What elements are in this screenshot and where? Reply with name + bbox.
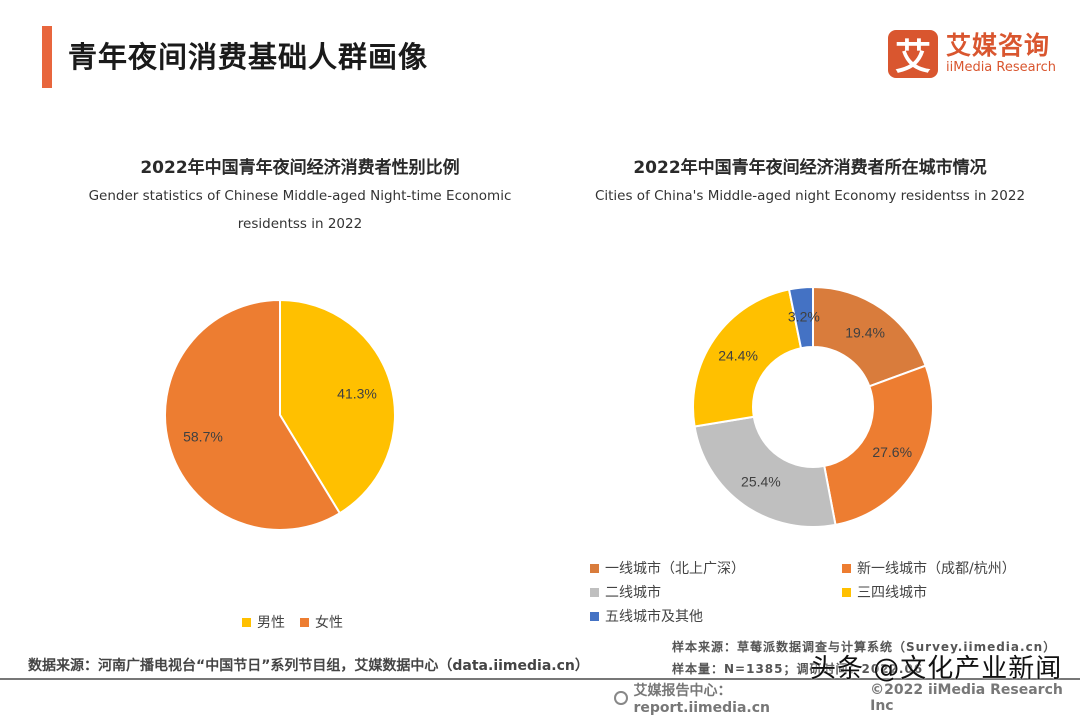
city-donut-data-label: 3.2% bbox=[788, 308, 820, 324]
gender-pie-data-label: 58.7% bbox=[183, 429, 223, 445]
gender-chart-subtitle-2: residentss in 2022 bbox=[237, 216, 363, 232]
gender-pie-slice bbox=[164, 298, 342, 531]
city-donut-slice bbox=[693, 415, 837, 528]
title-accent-bar bbox=[42, 26, 52, 88]
footer-divider bbox=[0, 678, 1080, 680]
page-title: 青年夜间消费基础人群画像 bbox=[68, 40, 429, 74]
globe-icon bbox=[614, 691, 628, 705]
legend-label: 新一线城市（成都/杭州） bbox=[857, 561, 1016, 577]
city-donut-slice bbox=[823, 364, 934, 527]
city-legend-item: 一线城市（北上广深） bbox=[590, 558, 745, 578]
city-chart-subtitle: Cities of China's Middle-aged night Econ… bbox=[594, 188, 1026, 204]
legend-label: 女性 bbox=[315, 615, 343, 631]
gender-chart-title: 2022年中国青年夜间经济消费者性别比例 bbox=[140, 158, 460, 178]
city-chart-title: 2022年中国青年夜间经济消费者所在城市情况 bbox=[633, 158, 987, 178]
city-legend-item: 二线城市 bbox=[590, 582, 661, 602]
city-legend: 一线城市（北上广深） 新一线城市（成都/杭州） 二线城市 三四线城市五线城市及其他 bbox=[590, 558, 1060, 630]
city-legend-item: 五线城市及其他 bbox=[590, 606, 703, 626]
logo-cn-text: 艾媒咨询 bbox=[946, 31, 1051, 60]
city-donut-data-label: 24.4% bbox=[718, 347, 758, 363]
gender-pie-data-label: 41.3% bbox=[337, 385, 377, 401]
legend-swatch-icon bbox=[300, 617, 309, 627]
iimedia-logo: 艾 艾媒咨询 iiMedia Research bbox=[888, 30, 1056, 78]
city-donut-chart: 19.4% 27.6% 25.4% 24.4% 3.2% bbox=[692, 285, 934, 528]
city-legend-item: 三四线城市 bbox=[842, 582, 927, 602]
city-donut-data-label: 19.4% bbox=[845, 324, 885, 340]
sample-source-note: 样本来源：草莓派数据调查与计算系统（Survey.iimedia.cn） bbox=[672, 640, 1057, 654]
legend-swatch-icon bbox=[842, 587, 851, 597]
gender-pie-chart: 41.3% 58.7% bbox=[164, 298, 396, 531]
gender-legend-item: 男性 bbox=[242, 612, 285, 632]
legend-label: 男性 bbox=[257, 615, 285, 631]
city-donut-slice bbox=[787, 285, 814, 350]
gender-legend-item: 女性 bbox=[300, 612, 343, 632]
gender-pie-slice bbox=[279, 298, 396, 515]
city-donut-data-label: 27.6% bbox=[872, 444, 912, 460]
copyright-text: ©2022 iiMedia Research Inc bbox=[870, 682, 1063, 714]
legend-label: 五线城市及其他 bbox=[605, 609, 703, 625]
legend-label: 一线城市（北上广深） bbox=[605, 561, 745, 577]
city-legend-item: 新一线城市（成都/杭州） bbox=[842, 558, 1016, 578]
legend-swatch-icon bbox=[590, 587, 599, 597]
gender-chart-subtitle-1: Gender statistics of Chinese Middle-aged… bbox=[88, 188, 512, 204]
logo-en-text: iiMedia Research bbox=[946, 60, 1057, 75]
city-donut-slice bbox=[812, 285, 927, 388]
city-donut-data-label: 25.4% bbox=[741, 474, 781, 490]
watermark-text: 头条 @文化产业新闻 bbox=[810, 654, 1063, 684]
report-center-footer: 艾媒报告中心：report.iimedia.cn ©2022 iiMedia R… bbox=[614, 680, 1080, 716]
legend-swatch-icon bbox=[590, 611, 599, 621]
gender-legend: 男性 女性 bbox=[242, 612, 382, 632]
legend-swatch-icon bbox=[242, 617, 251, 627]
legend-label: 二线城市 bbox=[605, 585, 661, 601]
legend-swatch-icon bbox=[842, 563, 851, 573]
data-source-note: 数据来源：河南广播电视台“中国节日”系列节目组，艾媒数据中心（data.iime… bbox=[28, 658, 589, 674]
legend-label: 三四线城市 bbox=[857, 585, 927, 601]
report-center-link[interactable]: 艾媒报告中心：report.iimedia.cn bbox=[633, 683, 771, 716]
sample-size-note: 样本量：N=1385；调研时间：2022.06 bbox=[672, 662, 924, 676]
legend-swatch-icon bbox=[590, 563, 599, 573]
logo-mark-icon: 艾 bbox=[888, 30, 938, 78]
city-donut-slice bbox=[692, 288, 803, 428]
